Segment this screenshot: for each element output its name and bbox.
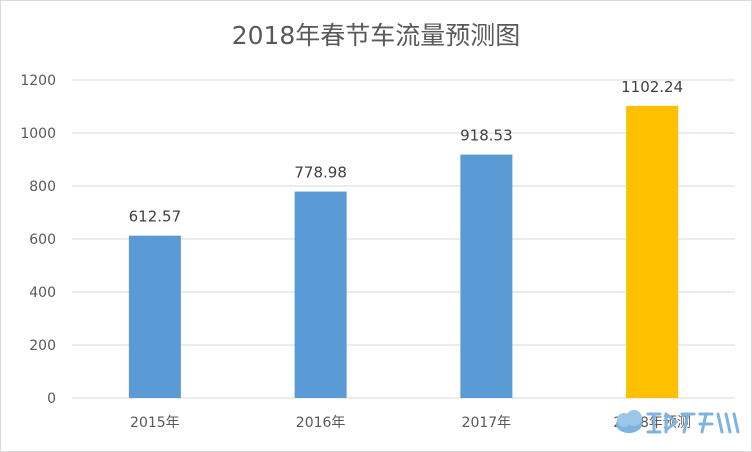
label-layer: 0 200 400 600 800 1000 1200 612.57 2015年 778.98 20… xyxy=(20,73,691,431)
y-tick-label: 0 xyxy=(47,391,56,407)
chart-title: 2018年春节车流量预测图 xyxy=(231,21,521,50)
x-tick-label: 2017年 xyxy=(462,415,512,431)
watermark-strokes xyxy=(646,412,740,434)
cloud-icon xyxy=(616,410,642,433)
y-tick-label: 600 xyxy=(29,232,56,248)
x-tick-label: 2016年 xyxy=(296,415,346,431)
data-label: 778.98 xyxy=(294,164,347,182)
y-tick-label: 1200 xyxy=(20,73,56,89)
bar xyxy=(626,105,679,398)
y-tick-label: 800 xyxy=(29,179,56,195)
bar xyxy=(294,191,347,398)
data-label: 612.57 xyxy=(129,208,182,226)
bar xyxy=(128,235,181,398)
x-tick-label: 2015年 xyxy=(130,415,180,431)
data-label: 918.53 xyxy=(460,127,513,145)
bar-layer xyxy=(128,105,679,398)
y-tick-label: 200 xyxy=(29,338,56,354)
grid-layer xyxy=(72,79,735,399)
watermark-logo xyxy=(616,410,740,434)
data-label: 1102.24 xyxy=(621,78,683,96)
bar xyxy=(460,154,513,398)
y-tick-label: 400 xyxy=(29,285,56,301)
y-tick-label: 1000 xyxy=(20,126,56,142)
